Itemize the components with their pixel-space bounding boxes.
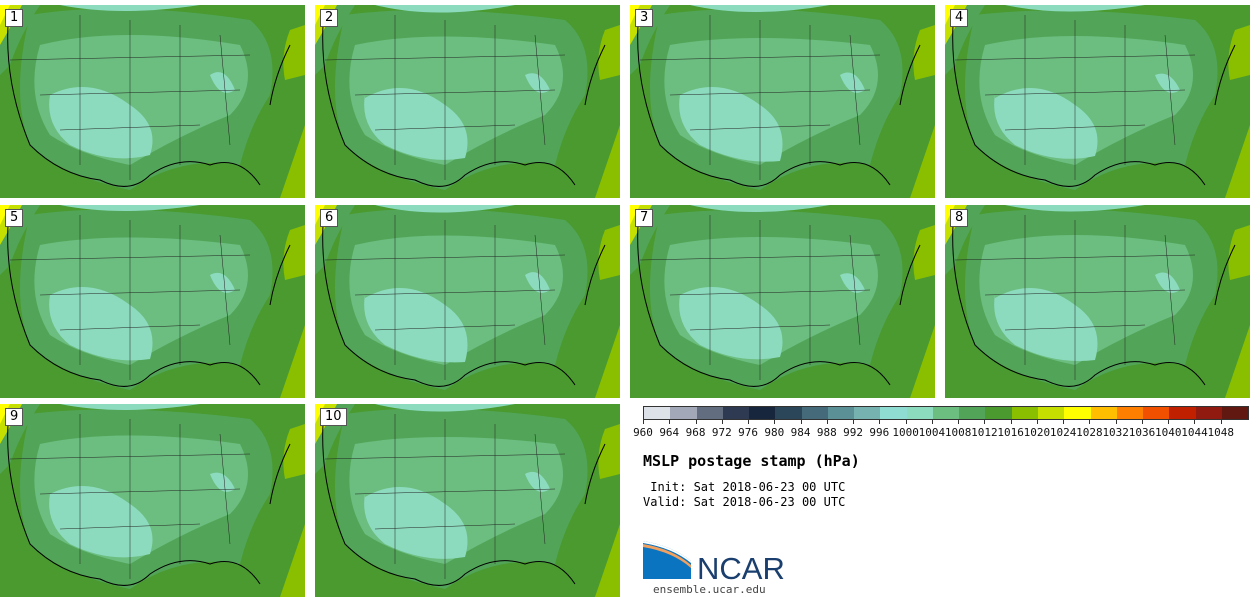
- tick-label: 1024: [1049, 426, 1077, 439]
- plot-title: MSLP postage stamp (hPa): [643, 452, 860, 470]
- tick-label: 1020: [1023, 426, 1051, 439]
- tick-mark: [984, 420, 986, 424]
- map-panel: 1: [0, 5, 305, 198]
- tick-label: 976: [738, 426, 758, 439]
- map-panel: 10: [315, 404, 620, 597]
- panel-number: 3: [635, 9, 654, 27]
- map-panel: 6: [315, 205, 620, 398]
- tick-mark: [800, 420, 802, 424]
- panel-number: 5: [5, 209, 24, 227]
- colorbar-swatch: [880, 407, 907, 419]
- map-panel: 9: [0, 404, 305, 597]
- tick-label: 1000: [892, 426, 919, 439]
- website-url: ensemble.ucar.edu: [653, 583, 766, 596]
- valid-time: Valid: Sat 2018-06-23 00 UTC: [643, 495, 846, 509]
- tick-label: 980: [764, 426, 785, 439]
- colorbar-swatch: [644, 407, 671, 419]
- colorbar-swatch: [696, 407, 723, 419]
- tick-mark: [721, 420, 723, 424]
- tick-label: 1044: [1181, 426, 1208, 439]
- map-panel: 7: [630, 205, 935, 398]
- map-panel: 4: [945, 5, 1250, 198]
- panel-number: 9: [5, 408, 24, 426]
- tick-mark: [826, 420, 828, 424]
- tick-label: 960: [633, 426, 653, 439]
- ncar-logo-text: NCAR: [697, 551, 785, 581]
- tick-mark: [669, 420, 671, 424]
- tick-mark: [643, 420, 644, 424]
- tick-mark: [1010, 420, 1012, 424]
- panel-number: 2: [320, 9, 339, 27]
- map-panel: 2: [315, 5, 620, 198]
- tick-label: 988: [816, 426, 837, 439]
- panel-number: 1: [5, 9, 24, 27]
- colorbar-swatch: [1090, 407, 1117, 419]
- tick-label: 1032: [1102, 426, 1129, 439]
- colorbar-swatch: [749, 407, 776, 419]
- tick-mark: [1141, 420, 1143, 424]
- panel-number: 8: [950, 209, 969, 227]
- map-panel: 3: [630, 5, 935, 198]
- tick-mark: [931, 420, 933, 424]
- panel-number: 7: [635, 209, 654, 227]
- colorbar-swatch: [1221, 407, 1249, 419]
- tick-mark: [879, 420, 881, 424]
- colorbar-swatch: [1143, 407, 1170, 419]
- colorbar-swatch: [775, 407, 802, 419]
- tick-mark: [695, 420, 697, 424]
- tick-mark: [774, 420, 776, 424]
- tick-mark: [1168, 420, 1170, 424]
- tick-mark: [1089, 420, 1091, 424]
- colorbar-swatch: [1116, 407, 1144, 419]
- tick-label: 964: [659, 426, 680, 439]
- tick-label: 984: [790, 426, 811, 439]
- tick-label: 972: [711, 426, 732, 439]
- colorbar: [643, 406, 1249, 420]
- time-info: Init: Sat 2018-06-23 00 UTC Valid: Sat 20…: [643, 480, 845, 510]
- colorbar-swatch: [932, 407, 960, 419]
- tick-label: 1028: [1076, 426, 1103, 439]
- tick-label: 1048: [1207, 426, 1234, 439]
- tick-label: 1040: [1154, 426, 1182, 439]
- colorbar-swatch: [1169, 407, 1196, 419]
- tick-label: 1016: [997, 426, 1024, 439]
- map-panel: 5: [0, 205, 305, 398]
- tick-label: 1036: [1128, 426, 1156, 439]
- colorbar-swatch: [959, 407, 986, 419]
- tick-label: 1012: [971, 426, 998, 439]
- tick-mark: [958, 420, 960, 424]
- colorbar-swatch: [985, 407, 1012, 419]
- tick-mark: [1220, 420, 1222, 424]
- colorbar-ticks: 960 964 968 972 976 980 984 988 992 996 1000 1004 10…: [633, 420, 1247, 440]
- tick-mark: [1063, 420, 1065, 424]
- tick-mark: [1036, 420, 1038, 424]
- colorbar-swatch: [722, 407, 750, 419]
- colorbar-swatch: [801, 407, 828, 419]
- map-panel: 8: [945, 205, 1250, 398]
- tick-mark: [748, 420, 750, 424]
- panel-number: 4: [950, 9, 969, 27]
- tick-label: 1008: [944, 426, 972, 439]
- colorbar-swatch: [854, 407, 881, 419]
- panel-number: 10: [320, 408, 347, 426]
- colorbar-swatch: [1064, 407, 1091, 419]
- tick-mark: [905, 420, 907, 424]
- colorbar-swatch: [1037, 407, 1065, 419]
- ncar-logo: NCAR: [643, 541, 793, 586]
- tick-label: 992: [843, 426, 864, 439]
- init-time: Init: Sat 2018-06-23 00 UTC: [643, 480, 846, 494]
- tick-label: 996: [869, 426, 890, 439]
- colorbar-swatch: [827, 407, 855, 419]
- tick-label: 1004: [918, 426, 946, 439]
- panel-number: 6: [320, 209, 339, 227]
- tick-mark: [1194, 420, 1196, 424]
- colorbar-swatch: [670, 407, 697, 419]
- tick-mark: [853, 420, 855, 424]
- colorbar-swatch: [1011, 407, 1038, 419]
- colorbar-swatch: [1195, 407, 1222, 419]
- colorbar-swatch: [906, 407, 933, 419]
- tick-mark: [1115, 420, 1117, 424]
- tick-label: 968: [685, 426, 706, 439]
